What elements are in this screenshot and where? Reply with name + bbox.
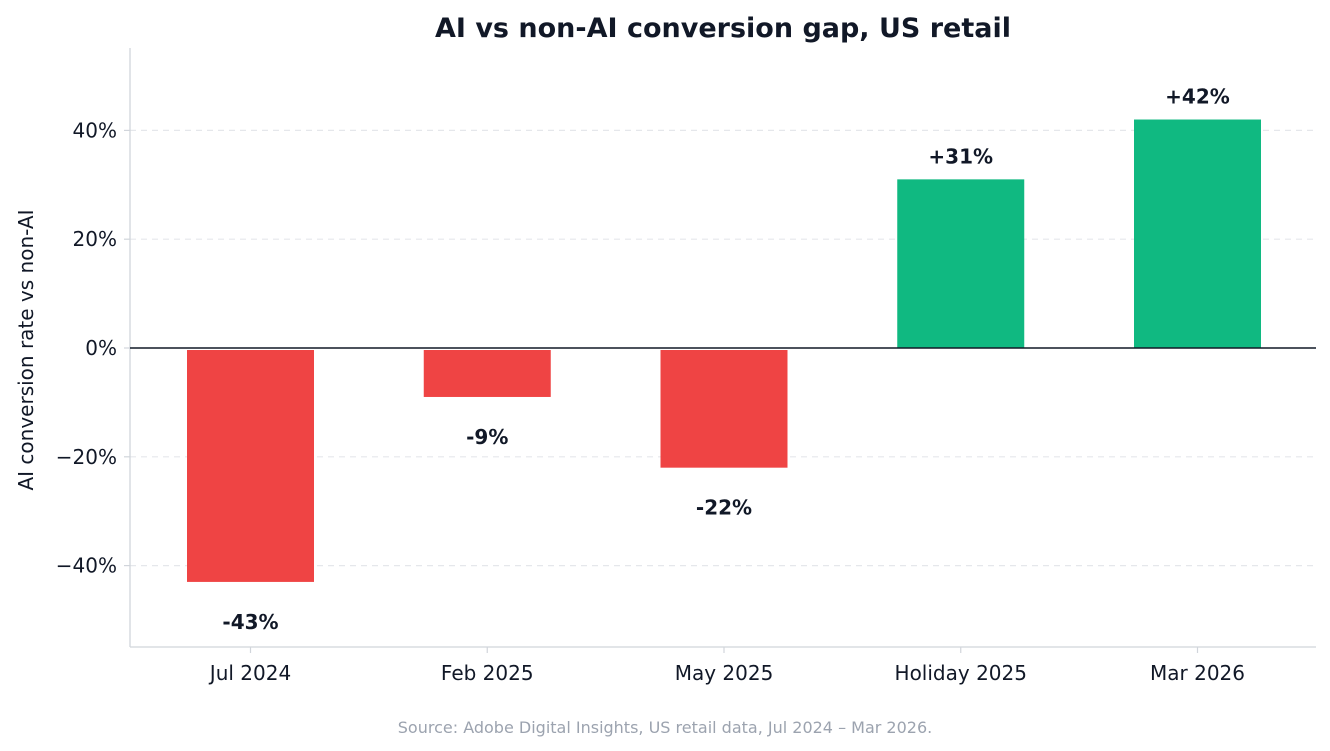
data-label: +42% xyxy=(1165,85,1230,109)
y-tick-label: 40% xyxy=(73,118,117,142)
bar xyxy=(897,179,1025,348)
bars xyxy=(187,119,1261,582)
bar xyxy=(423,350,551,397)
bar xyxy=(660,350,788,468)
x-tick-label: Jul 2024 xyxy=(208,661,291,685)
x-tick-label: Holiday 2025 xyxy=(895,661,1027,685)
y-axis-label: AI conversion rate vs non-AI xyxy=(14,210,38,491)
data-label: -22% xyxy=(696,496,752,520)
data-label: -43% xyxy=(222,610,278,634)
axes: −40% −20% 0% 20% 40% Jul 2024 Feb 2025 May 2025… xyxy=(56,48,1316,685)
data-label: -9% xyxy=(466,425,508,449)
x-tick-label: Feb 2025 xyxy=(441,661,534,685)
data-label: +31% xyxy=(928,144,993,168)
chart-title: AI vs non-AI conversion gap, US retail xyxy=(435,13,1011,44)
y-tick-label: 20% xyxy=(73,227,117,251)
bar xyxy=(1134,119,1261,349)
x-tick-label: Mar 2026 xyxy=(1150,661,1245,685)
data-labels: -43% -9% -22% +31% +42% xyxy=(222,85,1229,634)
y-tick-label: −40% xyxy=(56,554,117,578)
x-tick-label: May 2025 xyxy=(675,661,774,685)
source-note: Source: Adobe Digital Insights, US retai… xyxy=(398,718,932,737)
y-tick-label: −20% xyxy=(56,445,117,469)
bar xyxy=(187,350,314,582)
y-tick-label: 0% xyxy=(85,336,117,360)
